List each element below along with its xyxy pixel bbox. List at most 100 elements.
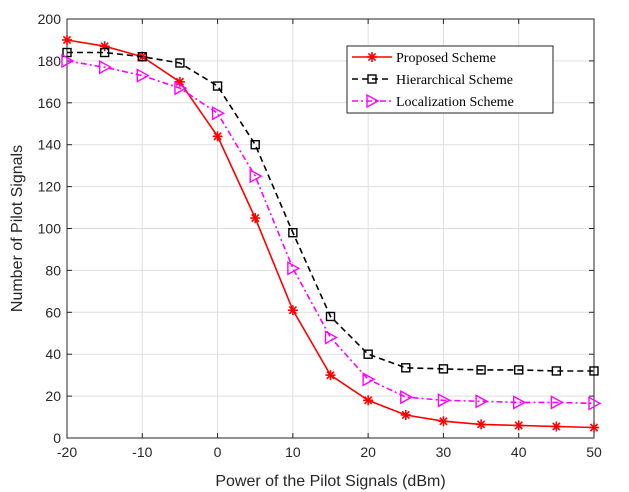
- y-tick-label: 60: [45, 304, 61, 320]
- data-point: [400, 389, 414, 405]
- data-point: [249, 168, 263, 184]
- data-point: [362, 372, 376, 387]
- y-tick-label: 80: [45, 262, 61, 278]
- marker-square: [325, 311, 336, 322]
- data-point: [211, 106, 226, 121]
- marker-triangle: [588, 396, 602, 411]
- x-axis: -20 -10 0 10 20 30 40 50: [57, 19, 602, 460]
- data-point: [212, 131, 223, 142]
- marker-triangle: [61, 53, 75, 69]
- y-tick-label: 200: [38, 11, 62, 27]
- marker-triangle: [287, 261, 301, 276]
- data-point: [589, 366, 599, 376]
- x-tick-label: 20: [360, 444, 376, 460]
- series-0: [62, 34, 599, 433]
- marker-stroke: [514, 421, 523, 430]
- data-point: [287, 305, 298, 316]
- x-tick-label: -10: [132, 444, 152, 460]
- x-tick-label: -20: [57, 444, 77, 460]
- data-point: [513, 395, 527, 410]
- marker-stroke: [401, 410, 410, 420]
- marker-triangle: [98, 60, 113, 75]
- marker-square: [401, 363, 411, 373]
- y-tick-label: 180: [38, 53, 62, 69]
- data-point: [589, 422, 599, 433]
- marker-stroke: [251, 213, 260, 223]
- marker-stroke: [552, 422, 561, 431]
- marker-stroke: [62, 35, 72, 45]
- series-line: [67, 51, 594, 372]
- data-point: [325, 311, 336, 322]
- marker-square: [175, 58, 185, 68]
- legend-label: Hierarchical Scheme: [396, 73, 513, 88]
- legend-label: Proposed Scheme: [396, 51, 496, 66]
- marker-square: [137, 52, 147, 62]
- data-point: [551, 421, 562, 432]
- legend-label: Localization Scheme: [396, 95, 514, 110]
- marker-triangle: [437, 393, 451, 408]
- y-tick-label: 100: [38, 221, 62, 237]
- data-point: [476, 365, 486, 375]
- data-point: [401, 363, 411, 373]
- y-tick-label: 0: [53, 430, 61, 446]
- data-point: [551, 366, 562, 376]
- y-tick-label: 40: [45, 346, 61, 362]
- marker-triangle: [211, 106, 226, 121]
- marker-square: [551, 366, 562, 376]
- legend-marker: [367, 74, 377, 84]
- data-point: [514, 365, 524, 375]
- marker-square: [589, 366, 599, 376]
- marker-triangle: [400, 389, 414, 405]
- marker-triangle: [324, 330, 338, 345]
- marker-square: [212, 81, 223, 91]
- marker-square: [363, 349, 373, 359]
- y-tick-label: 160: [38, 95, 62, 111]
- data-point: [62, 34, 72, 45]
- marker-square: [514, 365, 524, 375]
- marker-triangle: [174, 80, 188, 96]
- marker-triangle: [550, 395, 564, 410]
- y-axis-label: Number of Pilot Signals: [9, 145, 26, 312]
- marker-triangle: [362, 372, 376, 387]
- data-point: [136, 68, 150, 83]
- data-point: [513, 420, 524, 431]
- data-point: [550, 395, 564, 410]
- data-point: [363, 395, 374, 406]
- data-point: [437, 393, 451, 408]
- legend: Proposed Scheme Hierarchical Scheme Locali…: [346, 45, 554, 114]
- x-tick-label: 30: [436, 444, 452, 460]
- data-point: [288, 227, 298, 238]
- series-line: [66, 60, 595, 405]
- marker-stroke: [439, 417, 448, 426]
- marker-triangle: [136, 68, 150, 83]
- data-point: [475, 394, 489, 409]
- x-tick-label: 50: [586, 444, 602, 460]
- legend-entry-1: Hierarchical Scheme: [352, 73, 513, 88]
- series-2: [61, 53, 602, 411]
- x-axis-label: Power of the Pilot Signals (dBm): [215, 473, 445, 490]
- marker-stroke: [363, 396, 373, 405]
- data-point: [476, 419, 487, 430]
- data-point: [363, 349, 373, 359]
- data-point: [137, 52, 147, 62]
- legend-marker: [367, 52, 377, 62]
- marker-stroke: [213, 132, 222, 141]
- data-point: [175, 58, 185, 68]
- data-point: [324, 330, 338, 345]
- y-tick-label: 120: [38, 179, 62, 195]
- data-point: [438, 416, 449, 427]
- series-1: [62, 47, 599, 376]
- marker-square: [438, 364, 449, 374]
- marker-square: [250, 139, 260, 150]
- data-point: [325, 370, 336, 381]
- data-point: [250, 139, 260, 150]
- marker-stroke: [589, 423, 599, 432]
- marker-square: [99, 47, 110, 58]
- y-axis: 0 20 40 60 80 100 120 140 160 180 200: [38, 11, 594, 446]
- marker-triangle: [475, 394, 489, 409]
- y-tick-label: 20: [45, 388, 61, 404]
- data-point: [438, 364, 449, 374]
- data-point: [98, 60, 113, 75]
